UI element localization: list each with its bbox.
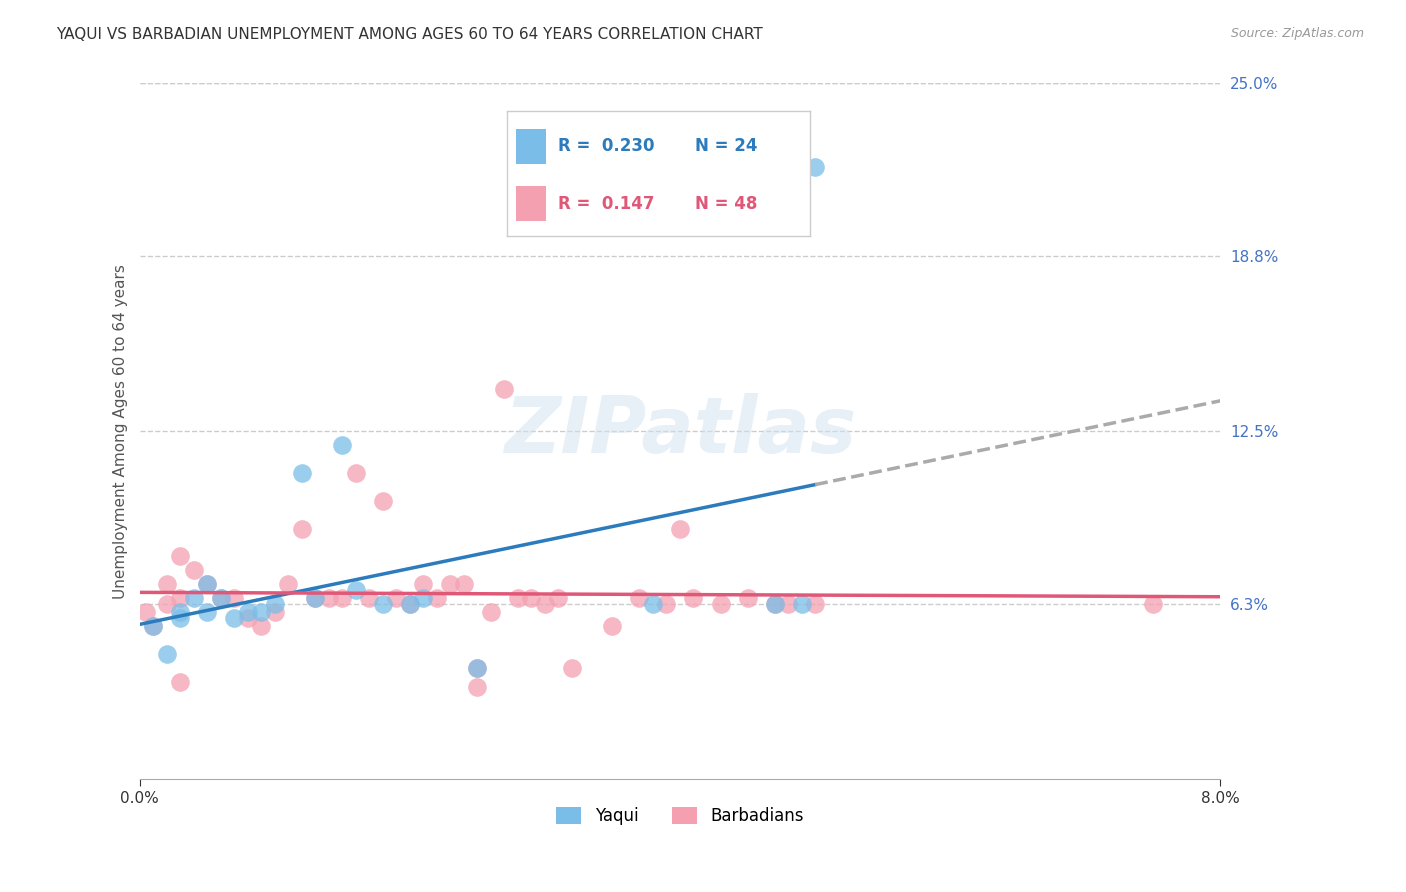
Point (224, 591, 246, 606)
Point (209, 591, 232, 606)
Point (195, 577, 218, 591)
Point (804, 160, 827, 174)
Point (142, 619, 165, 633)
Point (155, 597, 177, 611)
Point (344, 466, 367, 480)
Point (479, 605, 502, 619)
Text: ZIPatlas: ZIPatlas (503, 393, 856, 469)
Point (169, 549, 191, 564)
Point (669, 522, 692, 536)
Point (1142, 597, 1164, 611)
Point (465, 660, 488, 674)
Point (371, 493, 394, 508)
Point (371, 597, 394, 611)
Point (277, 577, 299, 591)
Y-axis label: Unemployment Among Ages 60 to 64 years: Unemployment Among Ages 60 to 64 years (114, 264, 128, 599)
Point (155, 647, 177, 661)
Point (398, 597, 420, 611)
Point (183, 563, 205, 577)
Point (359, 591, 381, 606)
Point (520, 591, 543, 606)
Point (465, 660, 488, 674)
Point (195, 605, 218, 619)
Text: Source: ZipAtlas.com: Source: ZipAtlas.com (1230, 27, 1364, 40)
Point (304, 591, 326, 606)
Point (263, 605, 285, 619)
Point (385, 591, 408, 606)
Point (142, 619, 165, 633)
Point (804, 597, 827, 611)
Point (682, 591, 704, 606)
Point (169, 674, 191, 689)
Text: YAQUI VS BARBADIAN UNEMPLOYMENT AMONG AGES 60 TO 64 YEARS CORRELATION CHART: YAQUI VS BARBADIAN UNEMPLOYMENT AMONG AG… (56, 27, 763, 42)
Point (737, 591, 759, 606)
Point (763, 597, 786, 611)
Point (250, 605, 273, 619)
Point (655, 597, 678, 611)
Point (534, 597, 557, 611)
Point (330, 591, 353, 606)
Point (344, 582, 367, 597)
Point (641, 597, 664, 611)
Point (169, 610, 191, 624)
Point (453, 577, 475, 591)
Point (250, 619, 273, 633)
Point (263, 597, 285, 611)
Point (291, 466, 314, 480)
Legend: Yaqui, Barbadians: Yaqui, Barbadians (548, 798, 811, 833)
Point (709, 597, 731, 611)
Point (330, 438, 353, 452)
Point (183, 591, 205, 606)
Point (494, 383, 516, 397)
Point (169, 605, 191, 619)
Point (291, 522, 314, 536)
Point (506, 591, 529, 606)
Point (426, 591, 449, 606)
Point (412, 577, 434, 591)
Point (763, 597, 786, 611)
Point (561, 660, 583, 674)
Point (790, 597, 813, 611)
Point (236, 605, 259, 619)
Point (304, 591, 326, 606)
Point (628, 591, 651, 606)
Point (236, 610, 259, 624)
Point (195, 577, 218, 591)
Point (778, 597, 800, 611)
Point (412, 591, 434, 606)
Point (439, 577, 461, 591)
Point (224, 610, 246, 624)
Point (209, 591, 232, 606)
Point (602, 619, 624, 633)
Point (155, 577, 177, 591)
Point (547, 591, 569, 606)
Point (318, 591, 340, 606)
Point (169, 591, 191, 606)
Point (135, 605, 157, 619)
Point (398, 597, 420, 611)
Point (465, 680, 488, 694)
